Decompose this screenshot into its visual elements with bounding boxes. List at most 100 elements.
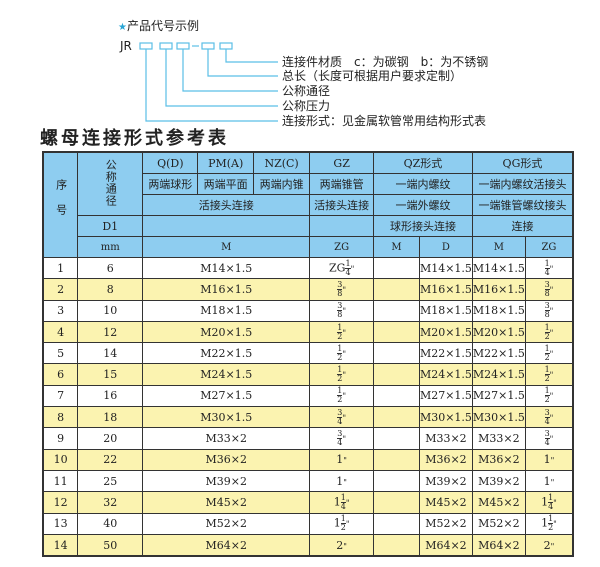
header-nz: NZ(C) <box>252 151 311 174</box>
cell-qg-m: M39×2 <box>471 469 526 493</box>
inch-unit: " <box>549 370 554 380</box>
table-title: 螺母连接形式参考表 <box>40 128 229 149</box>
code-box-3 <box>176 42 190 50</box>
cell-m: M30×1.5 <box>142 406 311 429</box>
cell-qg-m: M14×1.5 <box>471 256 526 280</box>
table-row: 7 16 M27×1.5 1 2 " M27×1.5 M27×1.5 1 2 " <box>42 384 574 408</box>
inch-unit: " <box>553 498 557 508</box>
header-nz-desc: 两端内锥 <box>252 173 311 195</box>
cell-no: 11 <box>42 469 79 493</box>
zg-whole: 1 <box>541 495 549 509</box>
code-example-title: ★产品代号示例 <box>118 17 199 34</box>
cell-zg: 3 8 " <box>309 299 375 322</box>
cell-qg-m: M18×1.5 <box>471 299 526 322</box>
cell-qg-zg: 2" <box>524 533 574 557</box>
numerator: 1 <box>337 365 343 376</box>
code-box-2 <box>159 42 173 50</box>
denominator: 2 <box>544 395 550 405</box>
denominator: 8 <box>337 288 343 298</box>
cell-qg-m: M27×1.5 <box>471 384 526 408</box>
cell-qg-zg: 1 2 " <box>524 320 574 344</box>
cell-qg-zg: 3 4 " <box>524 427 574 450</box>
cell-zg: 1 2 " <box>309 384 375 408</box>
zg-whole: 1 <box>333 495 341 509</box>
denominator: 2 <box>337 374 343 384</box>
header-gz-desc: 两端锥管 <box>309 173 375 195</box>
cell-zg: 3 8 " <box>309 278 375 301</box>
cell-dn: 20 <box>77 427 144 450</box>
numerator: 1 <box>337 322 343 333</box>
denominator: 4 <box>544 416 550 426</box>
table-row: 8 18 M30×1.5 3 4 " M30×1.5 M30×1.5 3 4 " <box>42 406 574 429</box>
zg-whole: 2 <box>336 538 344 552</box>
cell-zg: 1 2 " <box>309 320 375 344</box>
denominator: 8 <box>337 310 343 320</box>
code-label-length: 总长（长度可根据用户要求定制） <box>282 69 463 83</box>
code-label-material: 连接件材质 c：为碳钢 b：为不锈钢 <box>282 55 489 69</box>
inch-unit: " <box>342 328 347 338</box>
cell-qz-m <box>373 469 420 493</box>
cell-qg-zg: 1 4 " <box>524 256 574 280</box>
denominator: 2 <box>548 523 554 533</box>
inch-unit: " <box>342 391 347 401</box>
table-row: 12 32 M45×2 1 1 4 " M45×2 M45×2 1 1 4 " <box>42 491 574 514</box>
cell-m: M22×1.5 <box>142 342 311 365</box>
numerator: 3 <box>544 279 550 290</box>
cell-qz-d: M39×2 <box>418 469 473 493</box>
cell-dn: 50 <box>77 533 144 557</box>
zg-prefix: ZG <box>329 261 346 275</box>
inch-unit: " <box>342 370 347 380</box>
cell-qz-m <box>373 342 420 365</box>
cell-qz-m <box>373 384 420 408</box>
cell-dn: 32 <box>77 491 144 514</box>
cell-qz-d: M27×1.5 <box>418 384 473 408</box>
inch-unit: " <box>550 541 555 551</box>
numerator: 1 <box>544 258 550 269</box>
cell-qz-d: M24×1.5 <box>418 363 473 386</box>
cell-qz-m <box>373 533 420 557</box>
code-label-connection: 连接形式：见金属软管常用结构形式表 <box>282 114 487 128</box>
cell-m: M52×2 <box>142 512 311 535</box>
numerator: 1 <box>337 386 343 397</box>
numerator: 3 <box>544 429 550 440</box>
header-pm-desc: 两端平面 <box>197 173 254 195</box>
cell-qg-m: M24×1.5 <box>471 363 526 386</box>
denominator: 2 <box>340 523 346 533</box>
cell-dn: 15 <box>77 363 144 386</box>
cell-no: 5 <box>42 342 79 365</box>
cell-zg: 1 2 " <box>309 342 375 365</box>
table-row: 2 8 M16×1.5 3 8 " M16×1.5 M16×1.5 3 8 " <box>42 278 574 301</box>
cell-qg-m: M64×2 <box>471 533 526 557</box>
table-row: 9 20 M33×2 3 4 " M33×2 M33×2 3 4 " <box>42 427 574 450</box>
inch-unit: " <box>550 477 555 487</box>
inch-unit: " <box>553 519 557 529</box>
inch-unit: " <box>342 285 347 295</box>
cell-qz-m <box>373 427 420 450</box>
header-gz-connection: 活接头连接 <box>309 194 375 216</box>
cell-qg-m: M22×1.5 <box>471 342 526 365</box>
cell-qz-m <box>373 320 420 344</box>
cell-no: 4 <box>42 320 79 344</box>
code-example-title-text: 产品代号示例 <box>126 19 199 33</box>
numerator: 1 <box>345 258 351 269</box>
denominator: 4 <box>548 501 554 511</box>
cell-dn: 12 <box>77 320 144 344</box>
header-qz-desc2: 一端外螺纹 <box>373 194 473 216</box>
cell-qz-m <box>373 278 420 301</box>
header-qz: QZ形式 <box>373 151 473 174</box>
cell-qz-d: M20×1.5 <box>418 320 473 344</box>
code-label-diameter: 公称通径 <box>282 84 331 98</box>
cell-m: M20×1.5 <box>142 320 311 344</box>
inch-unit: " <box>343 456 347 466</box>
inch-unit: " <box>350 264 355 274</box>
zg-whole: 1 <box>541 516 549 530</box>
cell-m: M16×1.5 <box>142 278 311 301</box>
